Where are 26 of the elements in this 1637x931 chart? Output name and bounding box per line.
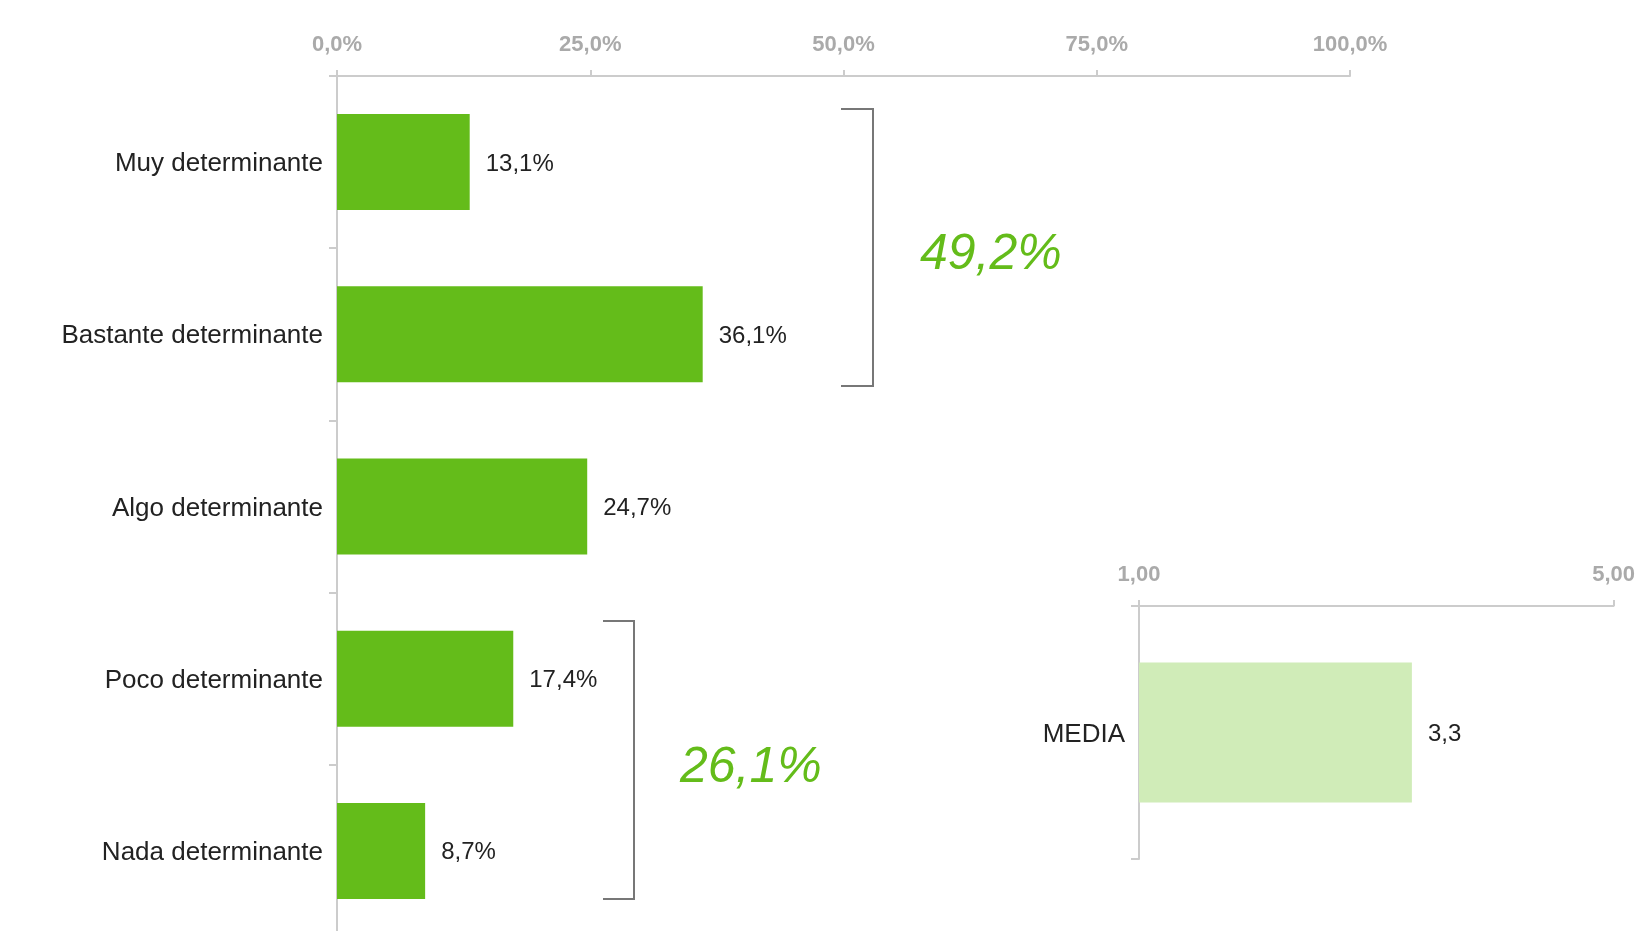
x-tick-label: 50,0% (812, 30, 875, 56)
bar (337, 114, 470, 211)
data-label: 8,7% (441, 837, 496, 865)
y-tick-label: Poco determinante (104, 663, 323, 694)
y-tick-label: Algo determinante (111, 491, 323, 522)
annotation: 49,2% (920, 223, 1062, 281)
data-label: 17,4% (529, 665, 598, 693)
y-tick-label: Nada determinante (101, 835, 323, 866)
x-tick-label: 100,0% (1312, 30, 1388, 56)
data-label: 36,1% (718, 320, 787, 348)
data-label: 24,7% (603, 493, 672, 520)
x-tick-label: 1,00 (1117, 560, 1161, 586)
data-label: 13,1% (485, 148, 554, 176)
y-tick-label: MEDIA (1042, 717, 1126, 748)
data-label: 3,3 (1427, 719, 1462, 746)
y-tick-label: Muy determinante (114, 147, 323, 178)
x-tick-label: 0,0% (311, 30, 363, 56)
bar (337, 802, 426, 899)
x-tick-label: 5,00 (1592, 560, 1635, 586)
bar (337, 630, 514, 727)
x-tick-label: 75,0% (1065, 30, 1128, 56)
bar (337, 286, 703, 383)
x-tick-label: 25,0% (559, 30, 622, 56)
bar (337, 458, 588, 555)
annotation: 26,1% (680, 736, 822, 794)
y-tick-label: Bastante determinante (61, 319, 323, 350)
